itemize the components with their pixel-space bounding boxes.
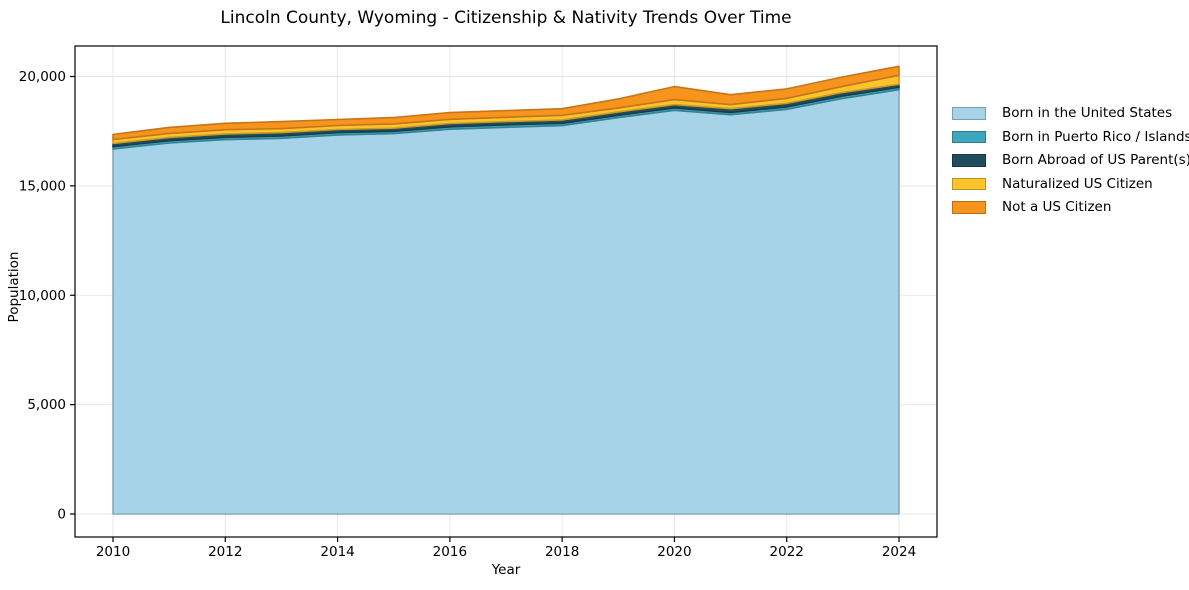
legend-label: Born Abroad of US Parent(s) [1002, 152, 1189, 169]
x-axis-label: Year [491, 562, 521, 578]
tick-label-x: 2022 [770, 544, 804, 560]
tick-label-x: 2010 [96, 544, 130, 560]
tick-label-x: 2016 [433, 544, 467, 560]
legend-swatch-puerto-rico [952, 130, 986, 143]
legend: Born in the United States Born in Puerto… [952, 105, 1189, 216]
legend-item-born-us: Born in the United States [952, 105, 1189, 122]
tick-label-y: 15,000 [19, 178, 66, 194]
legend-swatch-naturalized [952, 177, 986, 190]
area-series-0 [112, 88, 900, 515]
chart-title: Lincoln County, Wyoming - Citizenship & … [220, 8, 792, 28]
tick-label-x: 2020 [657, 544, 691, 560]
tick-label-x: 2014 [320, 544, 354, 560]
legend-item-born-abroad: Born Abroad of US Parent(s) [952, 152, 1189, 169]
legend-label: Born in Puerto Rico / Islands [1002, 128, 1189, 145]
tick-label-y: 0 [57, 507, 66, 523]
legend-label: Not a US Citizen [1002, 199, 1112, 216]
tick-label-y: 20,000 [19, 69, 66, 85]
tick-label-x: 2012 [208, 544, 242, 560]
legend-item-naturalized: Naturalized US Citizen [952, 175, 1189, 192]
plot-border [74, 45, 938, 538]
tick-label-y: 5,000 [27, 397, 66, 413]
legend-swatch-born-abroad [952, 154, 986, 167]
tick-label-x: 2018 [545, 544, 579, 560]
legend-item-puerto-rico: Born in Puerto Rico / Islands [952, 128, 1189, 145]
tick-label-x: 2024 [882, 544, 916, 560]
legend-swatch-born-us [952, 107, 986, 120]
legend-swatch-not-citizen [952, 201, 986, 214]
tick-label-y: 10,000 [19, 288, 66, 304]
area-series-4 [112, 65, 900, 141]
legend-label: Naturalized US Citizen [1002, 175, 1153, 192]
legend-item-not-citizen: Not a US Citizen [952, 199, 1189, 216]
legend-label: Born in the United States [1002, 105, 1173, 122]
y-axis-label: Population [6, 251, 22, 323]
